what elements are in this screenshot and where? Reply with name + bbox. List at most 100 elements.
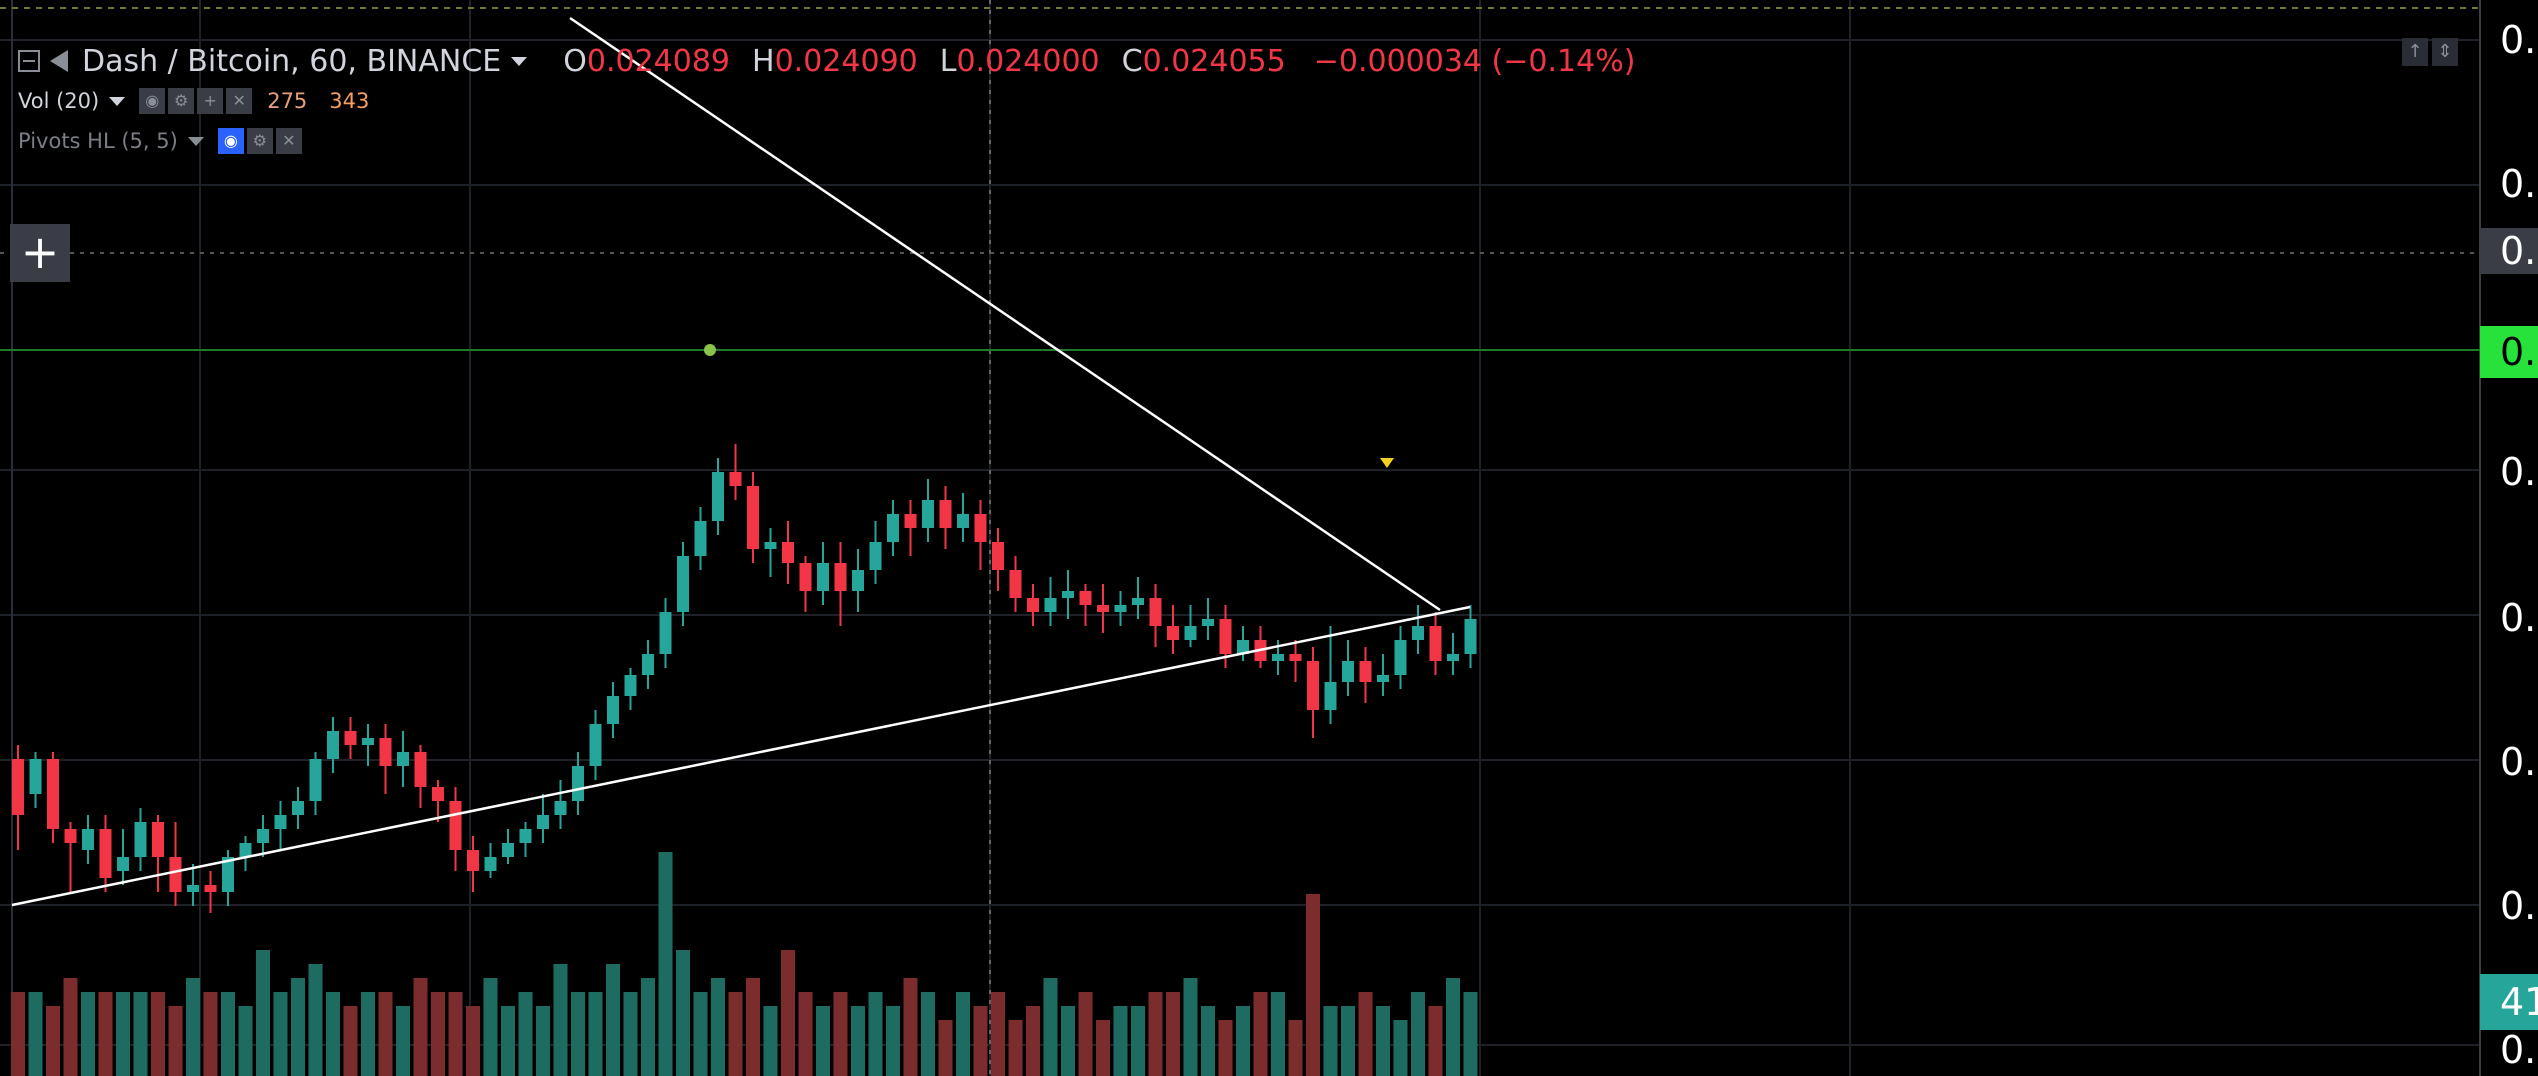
candle-body [799,563,812,591]
candle-body [887,514,899,542]
candle-body [1464,619,1477,654]
volume-bar [308,964,323,1076]
high-key: H [752,43,775,79]
volume-bar [781,950,795,1076]
symbol-name[interactable]: Dash / Bitcoin, 60, BINANCE [82,43,502,79]
candle-body [729,472,742,486]
volume-bar [396,1006,410,1076]
candle-body [869,542,882,570]
candle-body [659,612,672,654]
pivots-legend: Pivots HL (5, 5) ◉ ⚙ ✕ [18,126,305,156]
eye-icon[interactable]: ◉ [139,88,166,114]
pivot-low-marker [1380,458,1394,468]
candle-body [12,759,24,815]
candle-body [309,759,322,801]
scroll-lock-icon[interactable]: ⇕ [2432,38,2458,66]
high-value: 0.024090 [774,43,918,79]
hover-price-tag: 0.0 [2480,228,2538,274]
volume-legend: Vol (20) ◉ ⚙ + ✕ 275 343 [18,86,369,116]
candle-body [747,486,759,549]
volume-bar [991,992,1005,1076]
close-icon[interactable]: ✕ [226,88,253,114]
current-price-tag: 0.0 [2480,326,2538,378]
candle-body [1044,598,1057,612]
price-axis-label: 0.0 [2500,162,2538,206]
candle-body [939,500,952,528]
volume-bar [711,978,725,1076]
candle-body [169,857,182,892]
caret-down-icon[interactable] [109,96,126,106]
candle-body [1342,661,1354,682]
candle-body [1097,605,1109,612]
volume-bar [518,992,533,1076]
volume-bar [326,992,340,1076]
gear-icon[interactable]: ⚙ [168,88,195,114]
collapse-icon[interactable] [18,50,40,72]
volume-bar [973,1006,988,1076]
scroll-buttons: ↑ ⇕ [2402,38,2458,66]
volume-bar [623,992,638,1076]
volume-bar [956,992,970,1076]
flag-icon[interactable] [50,50,68,72]
candle-body [1359,661,1372,682]
candle-body [764,542,777,549]
candle-body [1447,654,1459,661]
candle-body [134,822,147,857]
candle-body [607,696,619,724]
candle-body [904,514,917,528]
volume-bar [483,978,498,1076]
candle-body [274,815,287,829]
scroll-up-icon[interactable]: ↑ [2402,38,2428,66]
candle-body [992,542,1004,570]
candle-body [99,829,112,878]
candle-body [1132,598,1144,605]
volume-bar [921,992,935,1076]
volume-bar [851,1006,865,1076]
volume-bar [1061,1006,1075,1076]
crosshair-plus-icon[interactable]: + [10,224,70,282]
caret-down-icon[interactable] [187,136,204,146]
candle-body [957,514,969,528]
volume-bar [1446,978,1460,1076]
volume-bar [868,992,883,1076]
candle-body [467,850,479,871]
open-value: 0.024089 [586,43,731,79]
candle-body [449,801,462,850]
volume-bar [431,992,445,1076]
volume-bar [81,992,95,1076]
pivots-indicator-label[interactable]: Pivots HL (5, 5) [18,129,178,153]
volume-bar [1306,894,1320,1076]
volume-bar [1253,992,1268,1076]
volume-bar [1411,992,1425,1076]
volume-bar [833,992,848,1076]
candle-body [1184,626,1197,640]
candle-body [327,731,339,759]
volume-indicator-label[interactable]: Vol (20) [18,89,100,113]
price-axis-label: 0.0 [2500,596,2538,640]
volume-bar [1113,1006,1128,1076]
volume-bar [536,1006,550,1076]
volume-bar [448,992,463,1076]
trendline-support [11,605,1471,907]
eye-icon[interactable]: ◉ [217,128,244,154]
trendline-resistance [569,16,1441,612]
volume-bar [1428,1006,1443,1076]
volume-bar [1078,992,1093,1076]
plus-icon[interactable]: + [197,88,224,114]
candle-body [222,857,234,892]
volume-bar [676,950,690,1076]
candle-body [554,801,567,815]
open-key: O [563,43,587,79]
candle-body [572,766,584,801]
volume-bar [501,1006,515,1076]
caret-down-icon[interactable] [511,56,528,66]
volume-bar [1358,992,1373,1076]
close-icon[interactable]: ✕ [275,128,302,154]
candle-body [1079,591,1092,605]
gear-icon[interactable]: ⚙ [246,128,273,154]
price-axis-label: 0.0 [2500,18,2538,62]
candle-body [834,563,847,591]
close-key: C [1121,43,1143,79]
